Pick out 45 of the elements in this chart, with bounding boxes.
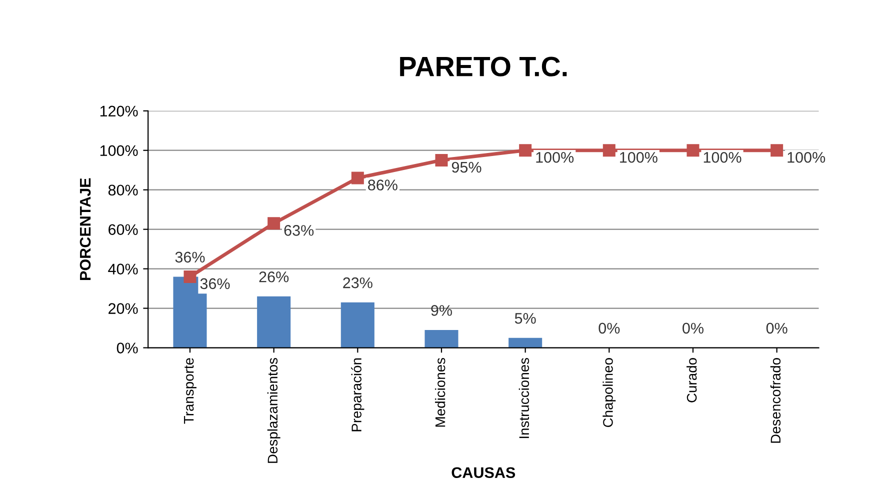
bar <box>340 302 374 348</box>
point <box>184 270 196 283</box>
point <box>351 172 364 184</box>
data-label: 100% <box>536 152 574 163</box>
data-label: 95% <box>452 162 482 173</box>
point <box>435 154 448 166</box>
point <box>770 144 784 157</box>
x-tick-label: Desplazamientos <box>267 358 280 463</box>
chart-title: PARETO T.C. <box>400 56 567 76</box>
x-axis-title: CAUSAS <box>452 467 516 478</box>
point <box>602 144 616 157</box>
data-label: 36% <box>175 252 205 263</box>
y-tick-label: 20% <box>108 303 138 314</box>
x-tick-label: Transporte <box>184 358 196 424</box>
data-label: 100% <box>704 152 742 163</box>
data-label: 100% <box>620 152 658 163</box>
x-tick-label: Chapolineo <box>602 358 616 428</box>
x-tick-label: Instrucciones <box>518 358 530 438</box>
x-tick-label: Curado <box>686 358 697 402</box>
data-label: 5% <box>514 313 536 324</box>
bar <box>424 330 458 348</box>
data-label: 0% <box>682 322 704 334</box>
y-tick-label: 120% <box>100 106 138 117</box>
y-tick-label: 40% <box>108 264 138 274</box>
point <box>519 144 532 157</box>
point <box>268 217 280 230</box>
y-tick-label: 80% <box>108 184 138 196</box>
data-label: 100% <box>788 152 826 163</box>
x-tick-label: Preparación <box>351 358 364 432</box>
data-label: 0% <box>766 322 788 334</box>
data-label: 63% <box>284 225 314 236</box>
y-tick-label: 100% <box>100 145 138 156</box>
x-tick-label: Desencofrado <box>770 358 781 443</box>
point <box>686 144 700 157</box>
data-label: 36% <box>200 278 230 290</box>
y-tick-label: 60% <box>108 224 138 236</box>
data-label: 23% <box>343 277 372 288</box>
bar <box>508 338 542 348</box>
y-axis-title: PORCENTAJE <box>80 178 91 280</box>
y-tick-label: 0% <box>116 342 138 354</box>
data-label: 26% <box>259 271 289 282</box>
data-label: 0% <box>598 322 620 334</box>
x-tick-label: Mediciones <box>435 358 446 427</box>
bar <box>257 296 291 348</box>
data-label: 86% <box>368 180 398 190</box>
